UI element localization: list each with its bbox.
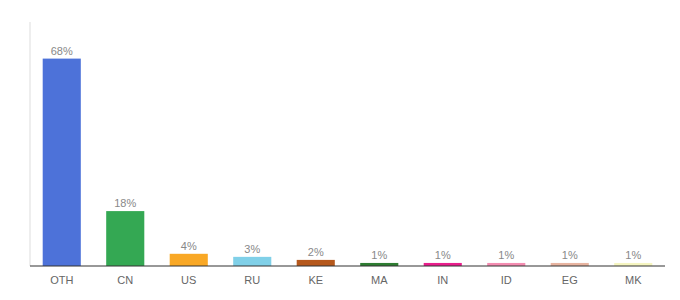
x-tick-label: OTH <box>50 274 73 286</box>
x-tick-label: MA <box>371 274 388 286</box>
chart-container: 68% 18% 4% 3% 2% 1% 1% 1% 1% 1% OTH CN US RU KE MA IN ID E… <box>0 0 680 300</box>
data-label: 1% <box>435 249 451 261</box>
data-label: 1% <box>371 249 387 261</box>
data-label: 3% <box>244 243 260 255</box>
bar <box>170 254 208 266</box>
data-label: 2% <box>308 246 324 258</box>
x-tick-label: RU <box>244 274 260 286</box>
bar <box>297 260 335 266</box>
data-label: 1% <box>562 249 578 261</box>
data-labels: 68% 18% 4% 3% 2% 1% 1% 1% 1% 1% <box>51 45 642 261</box>
bar <box>43 59 81 266</box>
x-tick-label: EG <box>562 274 578 286</box>
x-axis-line <box>30 265 665 266</box>
data-label: 4% <box>181 240 197 252</box>
x-tick-labels: OTH CN US RU KE MA IN ID EG MK <box>50 274 642 286</box>
data-label: 18% <box>114 197 136 209</box>
x-tick-label: MK <box>625 274 642 286</box>
bar <box>106 211 144 266</box>
data-label: 1% <box>625 249 641 261</box>
x-tick-label: CN <box>117 274 133 286</box>
data-label: 1% <box>498 249 514 261</box>
y-axis-line <box>30 22 31 266</box>
bars <box>43 59 653 266</box>
bar <box>233 257 271 266</box>
data-label: 68% <box>51 45 73 57</box>
x-tick-label: US <box>181 274 196 286</box>
x-tick-label: ID <box>501 274 512 286</box>
x-tick-label: IN <box>437 274 448 286</box>
chart-svg: 68% 18% 4% 3% 2% 1% 1% 1% 1% 1% OTH CN US RU KE MA IN ID E… <box>0 0 680 300</box>
x-tick-label: KE <box>308 274 323 286</box>
